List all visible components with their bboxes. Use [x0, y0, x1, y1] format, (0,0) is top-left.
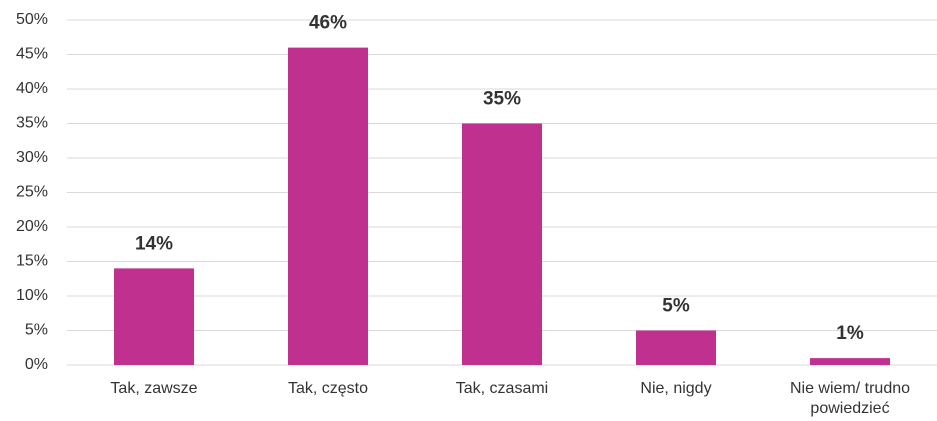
- x-tick-label: Nie wiem/ trudno powiedzieć: [789, 380, 911, 417]
- bar: [636, 330, 716, 365]
- x-tick-label: Tak, czasami: [455, 380, 549, 397]
- bar: [810, 358, 890, 365]
- y-tick-label: 20%: [16, 218, 48, 235]
- value-label: 46%: [309, 13, 347, 34]
- y-tick-label: 15%: [16, 253, 48, 270]
- value-label: 1%: [836, 323, 864, 344]
- y-tick-label: 30%: [16, 149, 48, 166]
- y-tick-label: 35%: [16, 115, 48, 132]
- x-tick-label: Tak, często: [287, 380, 369, 397]
- y-tick-label: 25%: [16, 184, 48, 201]
- y-tick-label: 50%: [16, 11, 48, 28]
- x-tick-label: Tak, zawsze: [110, 380, 198, 397]
- bar: [288, 47, 368, 365]
- y-tick-label: 45%: [16, 46, 48, 63]
- y-tick-label: 40%: [16, 80, 48, 97]
- value-label: 5%: [662, 296, 690, 317]
- y-tick-label: 5%: [25, 322, 48, 339]
- y-tick-label: 0%: [25, 356, 48, 373]
- bar: [114, 268, 194, 365]
- x-tick-label: Nie, nigdy: [640, 380, 712, 397]
- y-tick-label: 10%: [16, 287, 48, 304]
- value-label: 14%: [135, 233, 173, 254]
- value-label: 35%: [483, 89, 521, 110]
- bar: [462, 123, 542, 365]
